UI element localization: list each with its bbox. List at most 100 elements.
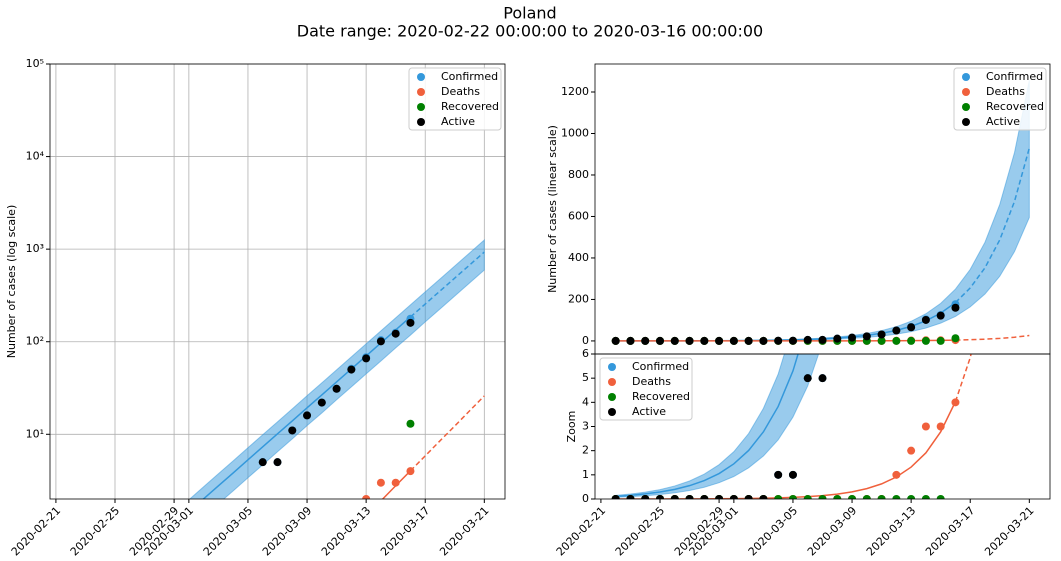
data-point — [670, 336, 679, 345]
x-tick-label: 2020-03-21 — [982, 504, 1036, 558]
data-point — [818, 335, 827, 344]
legend-marker — [962, 88, 970, 96]
legend-label: Active — [632, 405, 666, 418]
y-tick-label: 0 — [582, 492, 589, 505]
data-point — [641, 495, 650, 499]
data-point — [406, 419, 415, 428]
legend-box — [599, 357, 693, 421]
axes-frame — [49, 63, 506, 500]
projection-line — [409, 395, 485, 472]
x-tick-label: 2020-03-17 — [923, 504, 977, 558]
x-tick-label: 2020-03-05 — [746, 504, 800, 558]
data-point — [907, 323, 916, 332]
y-tick-label: 1000 — [561, 126, 589, 139]
legend-label: Deaths — [986, 85, 1025, 98]
legend-label: Recovered — [441, 100, 499, 113]
x-tick-label: 2020-03-09 — [260, 504, 314, 558]
data-point — [892, 470, 901, 479]
data-point — [759, 495, 768, 499]
data-point — [921, 336, 930, 345]
legend-box — [953, 67, 1047, 131]
data-point — [803, 335, 812, 344]
plot-area — [611, 108, 972, 499]
data-point — [788, 495, 797, 499]
data-point — [362, 354, 371, 363]
data-point — [862, 495, 871, 499]
x-tick-label: 2020-02-21 — [9, 504, 63, 558]
legend-label: Recovered — [986, 100, 1044, 113]
legend-label: Confirmed — [632, 360, 689, 373]
plot-area — [189, 238, 485, 531]
data-point — [833, 495, 842, 499]
y-tick-label: 800 — [568, 168, 589, 181]
data-point — [936, 311, 945, 320]
data-point — [715, 495, 724, 499]
data-point — [729, 336, 738, 345]
data-point — [611, 336, 620, 345]
data-point — [951, 181, 959, 189]
plot-area — [611, 80, 1031, 345]
projection-line — [955, 334, 1030, 341]
data-point — [376, 478, 385, 487]
data-point — [833, 334, 842, 343]
data-point — [626, 495, 635, 499]
data-point — [818, 495, 827, 499]
legend-marker — [608, 393, 616, 401]
data-point — [848, 495, 857, 499]
data-point — [907, 495, 916, 499]
data-point — [685, 336, 694, 345]
data-point — [685, 495, 694, 499]
data-point — [244, 523, 252, 531]
data-point — [848, 108, 856, 116]
data-point — [656, 495, 664, 499]
y-tick-label: 400 — [568, 251, 589, 264]
legend-box — [408, 67, 502, 131]
data-point — [406, 467, 415, 476]
data-point — [892, 495, 901, 499]
y-tick-label: 200 — [568, 292, 589, 305]
legend-marker — [417, 88, 425, 96]
data-point — [611, 495, 620, 499]
y-tick-label: 3 — [582, 420, 589, 433]
data-point — [862, 332, 871, 341]
fit-line — [615, 339, 956, 342]
x-tick-label: 2020-03-13 — [864, 504, 918, 558]
data-point — [788, 470, 797, 479]
projection-line — [954, 147, 1031, 304]
legend-marker — [608, 408, 616, 416]
data-point — [951, 303, 960, 312]
x-tick-label: 2020-03-17 — [378, 504, 432, 558]
data-point — [877, 330, 886, 339]
data-point — [670, 495, 679, 499]
data-point — [892, 326, 901, 335]
y-tick-label: 1 — [582, 468, 589, 481]
data-point — [715, 336, 724, 345]
y-tick-label: 600 — [568, 209, 589, 222]
data-point — [406, 318, 415, 327]
y-tick-label: 10² — [26, 335, 44, 348]
data-point — [729, 495, 738, 499]
legend-label: Confirmed — [441, 70, 498, 83]
data-point — [347, 365, 356, 374]
fit-line — [615, 354, 799, 498]
data-point — [288, 426, 297, 435]
data-point — [700, 336, 709, 345]
legend: Confirmed Deaths Recovered Active — [599, 357, 693, 421]
data-point — [332, 384, 341, 393]
data-point — [803, 495, 812, 499]
legend-label: Active — [986, 115, 1020, 128]
legend-marker — [962, 118, 970, 126]
legend: Confirmed Deaths Recovered Active — [408, 67, 502, 131]
axes-frame — [594, 353, 1051, 500]
legend-label: Confirmed — [986, 70, 1043, 83]
y-axis-label: Zoom — [565, 411, 578, 443]
data-point — [626, 336, 635, 345]
data-point — [788, 336, 797, 345]
data-point — [391, 329, 400, 338]
legend-marker — [417, 73, 425, 81]
data-point — [848, 333, 857, 342]
y-tick-label: 10¹ — [26, 427, 44, 440]
legend-marker — [417, 103, 425, 111]
data-point — [818, 374, 827, 383]
